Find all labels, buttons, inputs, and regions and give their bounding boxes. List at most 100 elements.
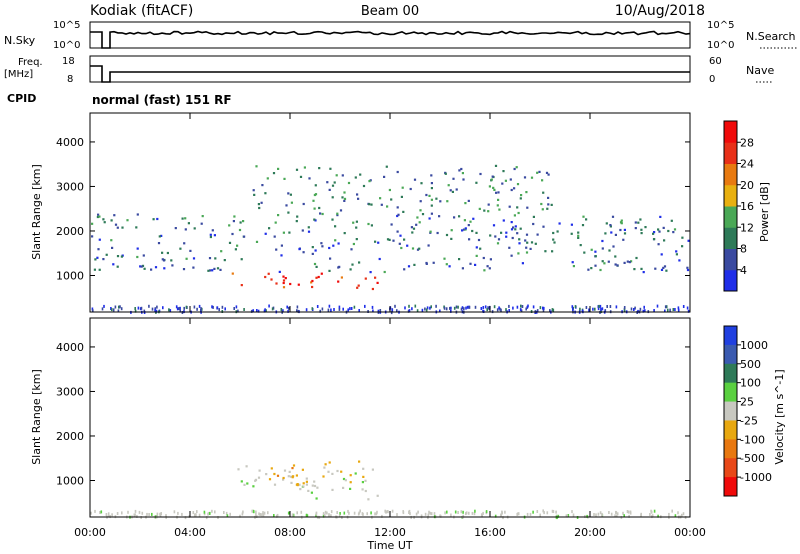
- noise-point: [324, 510, 327, 514]
- scatter-point: [340, 470, 343, 473]
- noise-point: [542, 309, 545, 313]
- noise-point: [286, 305, 288, 309]
- noise-point: [439, 309, 441, 313]
- scatter-point: [577, 236, 580, 239]
- scatter-point: [526, 241, 529, 244]
- noise-point: [667, 308, 669, 312]
- scatter-point: [161, 251, 164, 254]
- nsearch-tick-top: 10^5: [707, 20, 734, 31]
- scatter-point: [521, 262, 524, 265]
- scatter-point: [446, 200, 449, 203]
- scatter-point: [642, 271, 645, 274]
- noise-point: [626, 510, 629, 513]
- noise-point: [430, 305, 432, 309]
- noise-point: [450, 513, 452, 517]
- scatter-point: [514, 225, 517, 228]
- scatter-point: [662, 226, 665, 229]
- scatter-point: [472, 217, 475, 220]
- noise-point: [408, 309, 411, 313]
- noise-point: [241, 512, 244, 516]
- noise-point: [330, 308, 332, 312]
- scatter-point: [448, 265, 451, 268]
- colorbar-tick-label: 12: [740, 221, 754, 234]
- noise-point: [674, 514, 677, 518]
- noise-point: [339, 512, 341, 515]
- noise-point: [183, 306, 185, 310]
- scatter-point: [462, 178, 465, 181]
- scatter-point: [231, 272, 234, 275]
- scatter-point: [479, 172, 482, 176]
- noise-point: [556, 516, 558, 520]
- colorbar-segment: [724, 420, 737, 440]
- noise-point: [148, 304, 150, 308]
- scatter-point: [332, 244, 335, 247]
- noise-point: [616, 512, 619, 516]
- scatter-point: [347, 181, 351, 185]
- colorbar-segment: [724, 163, 737, 186]
- scatter-point: [605, 222, 608, 225]
- scatter-point: [157, 242, 161, 245]
- scatter-point: [451, 190, 454, 193]
- noise-point: [606, 305, 608, 308]
- scatter-point: [585, 218, 588, 221]
- scatter-point: [246, 482, 249, 485]
- noise-point: [134, 309, 137, 313]
- scatter-point: [336, 214, 339, 217]
- scatter-point: [223, 259, 226, 262]
- scatter-point: [311, 252, 314, 255]
- scatter-point: [525, 233, 529, 236]
- scatter-point: [331, 218, 334, 221]
- scatter-point: [364, 489, 367, 493]
- scatter-point: [590, 248, 593, 251]
- scatter-point: [612, 245, 615, 248]
- scatter-point: [626, 260, 629, 263]
- scatter-point: [530, 176, 534, 179]
- noise-point: [567, 514, 570, 517]
- scatter-point: [410, 226, 413, 229]
- noise-point: [370, 511, 372, 515]
- noise-point: [634, 306, 636, 310]
- noise-point: [291, 513, 294, 517]
- scatter-point: [478, 207, 481, 210]
- noise-point: [543, 511, 545, 515]
- scatter-point: [315, 497, 318, 500]
- noise-point: [455, 305, 458, 309]
- noise-point: [543, 306, 545, 310]
- scatter-point: [342, 477, 346, 481]
- noise-point: [336, 511, 338, 514]
- noise-point: [415, 512, 418, 516]
- noise-point: [117, 309, 120, 313]
- velocity-scatter: [90, 460, 687, 520]
- scatter-point: [364, 277, 367, 280]
- scatter-point: [357, 284, 360, 287]
- scatter-point: [337, 280, 340, 283]
- noise-point: [207, 512, 209, 516]
- scatter-point: [577, 234, 580, 237]
- colorbar-segment: [724, 227, 737, 249]
- scatter-point: [464, 202, 467, 205]
- nsky-label: N.Sky: [4, 34, 36, 47]
- noise-point: [192, 511, 195, 514]
- scatter-point: [450, 237, 453, 240]
- noise-point: [119, 305, 121, 309]
- noise-point: [366, 512, 368, 516]
- noise-point: [586, 514, 588, 518]
- noise-point: [496, 308, 499, 312]
- scatter-point: [166, 251, 169, 255]
- scatter-point: [349, 268, 352, 271]
- scatter-point: [299, 175, 303, 178]
- nave-label: Nave: [746, 64, 774, 77]
- scatter-point: [289, 475, 293, 478]
- scatter-point: [510, 221, 513, 224]
- noise-point: [141, 511, 144, 515]
- noise-point: [500, 308, 502, 312]
- scatter-point: [541, 179, 544, 182]
- colorbar-segment: [724, 439, 737, 459]
- scatter-point: [314, 193, 318, 196]
- scatter-point: [352, 242, 355, 246]
- scatter-point: [452, 177, 455, 180]
- scatter-point: [233, 215, 236, 218]
- scatter-point: [305, 483, 308, 486]
- noise-point: [601, 514, 603, 518]
- scatter-point: [582, 215, 585, 218]
